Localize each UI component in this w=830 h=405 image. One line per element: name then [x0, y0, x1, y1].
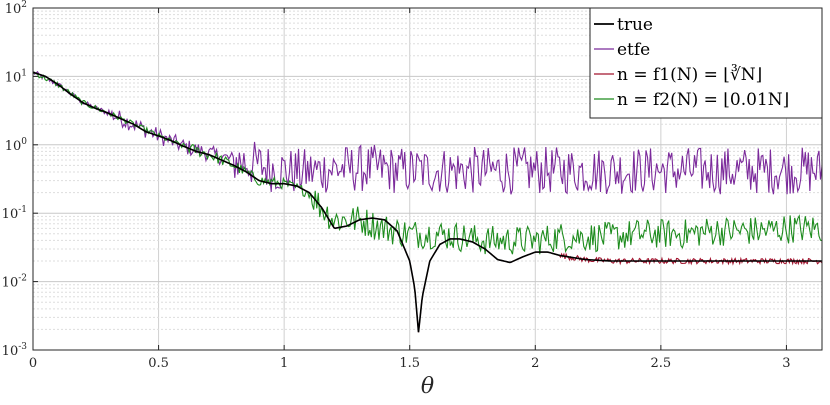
y-tick-label: 10-2 [2, 274, 27, 291]
legend-label: etfe [617, 40, 650, 60]
x-tick-label: 0.5 [148, 356, 169, 371]
y-tick-label: 102 [5, 0, 27, 17]
legend-box [589, 7, 823, 119]
y-tick-label: 10-1 [2, 205, 27, 222]
x-tick-label: 1 [280, 356, 288, 371]
x-axis-label: θ [421, 374, 434, 399]
x-tick-label: 1.5 [399, 356, 420, 371]
legend-label: n = f2(N) = ⌊0.01N⌋ [617, 90, 789, 110]
y-tick-label: 100 [5, 137, 28, 154]
y-tick-label: 10-3 [2, 342, 28, 359]
x-tick-label: 2 [531, 356, 539, 371]
legend-label: true [617, 15, 653, 35]
series-line-3 [32, 71, 823, 255]
legend-label: n = f1(N) = ⌊∛N⌋ [617, 64, 762, 85]
x-tick-label: 2.5 [651, 356, 672, 371]
x-tick-label: 3 [782, 356, 790, 371]
y-tick-label: 101 [5, 68, 27, 85]
x-tick-label: 0 [29, 356, 37, 371]
axes-box [32, 7, 823, 351]
series-line-0 [32, 71, 822, 333]
